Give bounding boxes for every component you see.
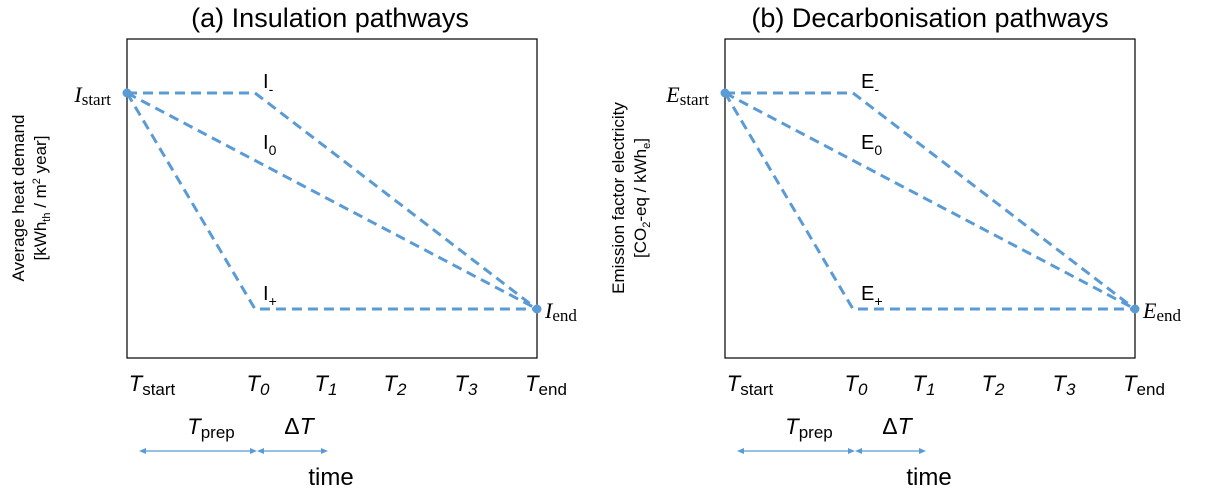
panel-b-path-plus-label: E+ [861, 283, 883, 309]
panel-b-tick-t0: T0 [845, 371, 868, 399]
panel-a-tprep-arrow [139, 448, 257, 454]
panel-a-path-zero [126, 91, 538, 311]
panel-b-tick-end: Tend [1123, 371, 1165, 399]
panel-b-path-zero-label: E0 [861, 132, 882, 158]
panel-a-ylabel-line1: Average heat demand [9, 115, 28, 282]
panel-a-start-label: Istart [73, 82, 111, 109]
panel-a-tprep-label: Tprep [187, 414, 234, 442]
panel-b-tick-start: Tstart [727, 371, 774, 399]
panel-a-tick-t0: T0 [247, 371, 270, 399]
panel-b-end-label: Eend [1142, 298, 1181, 325]
panel-b-title: (b) Decarbonisation pathways [751, 3, 1108, 33]
panel-a-start-dot [122, 88, 132, 98]
panel-a-ylabel-line2: [kWhth / m2 year] [31, 136, 53, 261]
panel-b-path-zero [724, 91, 1136, 311]
panel-a-path-minus-label: I- [263, 71, 274, 97]
panel-b-start-dot [720, 88, 730, 98]
panel-a-path-minus [127, 91, 538, 311]
panel-a-tick-start: Tstart [129, 371, 176, 399]
panel-a-delta-arrow [257, 448, 328, 454]
panel-b-time-label: time [906, 464, 951, 491]
panel-b-tick-t3: T3 [1053, 371, 1076, 399]
panel-a-end-dot [532, 304, 542, 314]
panel-a-delta-label: ΔT [284, 413, 315, 439]
panel-a-tick-t1: T1 [315, 371, 338, 399]
panel-a-time-label: time [308, 464, 353, 491]
panel-b-delta-arrow [855, 448, 926, 454]
panel-b-tprep-label: Tprep [785, 414, 832, 442]
panel-b-end-dot [1130, 304, 1140, 314]
panel-b-start-label: Estart [665, 82, 709, 109]
panel-a-tick-t2: T2 [384, 371, 407, 399]
panel-b-path-plus [723, 92, 1135, 311]
panel-a-path-zero-label: I0 [263, 132, 277, 158]
panel-b-path-minus [725, 91, 1136, 311]
panel-a-tick-end: Tend [525, 371, 567, 399]
panel-a-path-plus-label: I+ [263, 283, 277, 309]
panel-a-path-plus [125, 92, 537, 311]
panel-b-delta-label: ΔT [882, 413, 913, 439]
panel-b-frame [724, 38, 1136, 359]
panel-b-tprep-arrow [737, 448, 855, 454]
panel-b-ylabel-line2: [CO2-eq / kWhe] [631, 138, 653, 258]
panel-a-end-label: Iend [544, 298, 577, 325]
panel-b-ylabel-line1: Emission factor electricity [609, 102, 628, 294]
panel-a-title: (a) Insulation pathways [191, 3, 469, 33]
panel-a-tick-t3: T3 [455, 371, 478, 399]
panel-a-frame [126, 38, 538, 359]
panel-a-ylabel: Average heat demand [kWhth / m2 year] [9, 115, 53, 282]
panel-a: (a) Insulation pathways Average heat dem… [9, 3, 577, 491]
panel-b-tick-t1: T1 [913, 371, 936, 399]
panel-b-tick-t2: T2 [982, 371, 1005, 399]
panel-b: (b) Decarbonisation pathways Emission fa… [609, 3, 1181, 491]
panel-b-ylabel: Emission factor electricity [CO2-eq / kW… [609, 102, 653, 294]
panel-b-path-minus-label: E- [861, 71, 879, 97]
